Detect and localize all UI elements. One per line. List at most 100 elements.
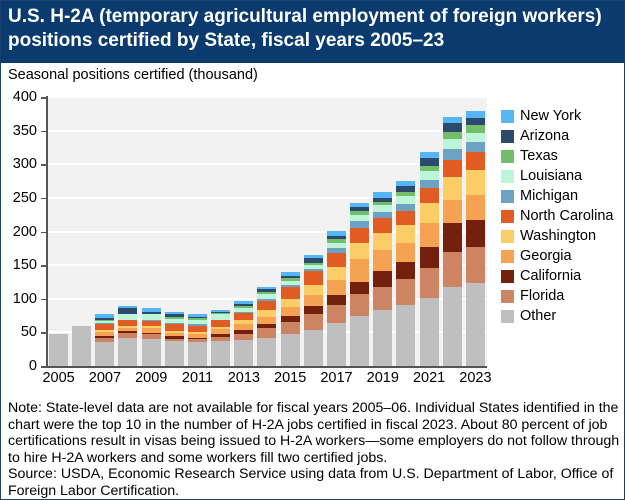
bar-segment-louisiana [465, 133, 485, 143]
bar-segment-north-carolina [396, 210, 416, 226]
legend-swatch [501, 289, 514, 303]
bar-segment-georgia [187, 333, 207, 338]
chart-legend: New York Arizona Texas Louisiana Michigan Nor… [501, 106, 614, 326]
bar-segment-arizona [234, 303, 254, 306]
bar-segment-louisiana [419, 171, 439, 180]
legend-label: Michigan [520, 188, 579, 204]
legend-item-arizona: Arizona [501, 126, 614, 146]
bar-segment-washington [164, 331, 184, 334]
bar-segment-new-york [234, 300, 254, 304]
bar-segment-florida [234, 333, 254, 340]
bar-segment-other [164, 341, 184, 366]
bar-segment-other [72, 326, 92, 366]
plot-area [47, 96, 487, 366]
bar-segment-other [49, 334, 68, 366]
bar-segment-michigan [164, 322, 184, 325]
bar-segment-arizona [257, 289, 277, 293]
bar-segment-michigan [141, 320, 161, 321]
legend-item-michigan: Michigan [501, 186, 614, 206]
bar-segment-new-york [257, 287, 277, 290]
bar-segment-north-carolina [350, 228, 370, 243]
bar-segment-washington [280, 299, 300, 307]
bar-segment-texas [257, 292, 277, 295]
bar-segment-georgia [280, 306, 300, 317]
y-tick-mark [41, 231, 47, 233]
bar-segment-washington [187, 331, 207, 334]
bar-segment-washington [350, 242, 370, 260]
bar-segment-michigan [211, 319, 231, 321]
bar-2010 [164, 312, 184, 366]
bar-segment-arizona [396, 185, 416, 192]
bar-segment-florida [326, 305, 346, 323]
legend-label: Other [520, 308, 557, 324]
x-tick-label: 2015 [274, 370, 307, 386]
bar-segment-michigan [95, 322, 115, 325]
bar-segment-texas [95, 319, 115, 321]
bar-segment-florida [211, 337, 231, 342]
bar-segment-california [419, 246, 439, 268]
bar-segment-louisiana [211, 314, 231, 320]
x-tick-label: 2009 [135, 370, 168, 386]
legend-label: Texas [520, 148, 558, 164]
bar-2011 [187, 314, 207, 366]
bar-segment-other [373, 309, 393, 366]
bar-segment-new-york [280, 271, 300, 276]
legend-item-california: California [501, 266, 614, 286]
bar-segment-other [95, 341, 115, 366]
bar-segment-michigan [234, 312, 254, 313]
bar-segment-louisiana [280, 280, 300, 286]
bar-segment-north-carolina [465, 152, 485, 170]
bar-segment-california [373, 270, 393, 287]
bar-segment-california [118, 331, 138, 334]
bar-segment-washington [442, 177, 462, 200]
legend-swatch [501, 109, 514, 123]
y-tick-mark [41, 197, 47, 200]
bar-segment-texas [373, 201, 393, 205]
bar-segment-new-york [95, 314, 115, 318]
bar-segment-washington [257, 310, 277, 317]
bar-segment-north-carolina [303, 271, 323, 286]
bar-segment-michigan [465, 142, 485, 153]
x-tick-label: 2011 [181, 370, 214, 386]
bar-segment-louisiana [118, 314, 138, 320]
y-tick-mark [41, 164, 47, 166]
x-tick-label: 2013 [227, 370, 260, 386]
legend-label: Florida [520, 288, 565, 304]
bar-2015 [280, 271, 300, 366]
bar-2019 [373, 191, 393, 366]
bar-segment-new-york [141, 308, 161, 312]
bar-segment-new-york [350, 202, 370, 207]
bar-segment-other [187, 342, 207, 366]
bar-segment-arizona [465, 117, 485, 126]
legend-item-other: Other [501, 306, 614, 326]
source-text: Source: USDA, Economic Research Service … [8, 466, 614, 499]
bar-segment-florida [95, 337, 115, 342]
bar-segment-other [141, 339, 161, 366]
chart-header: U.S. H-2A (temporary agricultural employ… [1, 1, 624, 63]
x-tick-label: 2017 [320, 370, 353, 386]
legend-item-new-york: New York [501, 106, 614, 126]
bar-segment-washington [373, 232, 393, 251]
bar-segment-louisiana [141, 314, 161, 321]
bar-segment-new-york [373, 191, 393, 198]
bar-segment-texas [118, 313, 138, 315]
legend-label: Washington [520, 228, 597, 244]
y-tick-mark [41, 332, 47, 334]
bar-2008 [118, 305, 138, 366]
bar-segment-california [95, 336, 115, 338]
bar-segment-florida [350, 294, 370, 316]
bar-segment-north-carolina [326, 253, 346, 268]
bar-segment-other [303, 329, 323, 366]
bar-segment-florida [164, 339, 184, 342]
bar-segment-texas [350, 211, 370, 216]
bar-segment-florida [280, 321, 300, 334]
chart-footnote: Note: State-level data are not available… [8, 400, 620, 499]
bar-segment-washington [465, 169, 485, 195]
bar-segment-north-carolina [419, 187, 439, 204]
legend-label: Georgia [520, 248, 572, 264]
bar-2023 [465, 111, 485, 366]
bar-segment-california [164, 336, 184, 340]
bar-segment-georgia [465, 194, 485, 221]
bar-segment-north-carolina [373, 218, 393, 233]
